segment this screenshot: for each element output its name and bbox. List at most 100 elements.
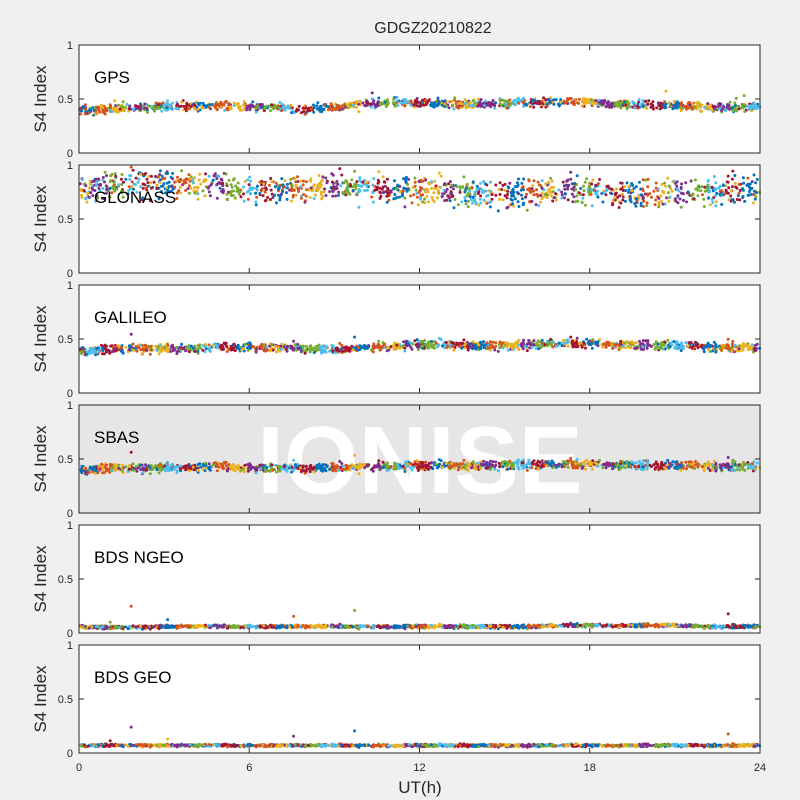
data-point bbox=[590, 339, 594, 343]
data-point bbox=[105, 174, 108, 178]
data-point bbox=[491, 460, 495, 464]
data-point bbox=[413, 460, 417, 464]
data-point bbox=[121, 195, 125, 199]
data-point bbox=[569, 456, 573, 460]
data-point bbox=[128, 174, 131, 178]
data-point bbox=[520, 345, 524, 349]
data-point bbox=[605, 101, 609, 105]
data-point bbox=[542, 195, 546, 199]
data-point bbox=[718, 192, 722, 196]
data-point bbox=[393, 341, 396, 345]
data-point bbox=[270, 103, 274, 107]
panel-label: GPS bbox=[94, 68, 130, 87]
data-point bbox=[540, 197, 544, 201]
data-point bbox=[396, 104, 400, 107]
data-point bbox=[590, 101, 594, 105]
data-point bbox=[647, 99, 651, 103]
data-point bbox=[245, 105, 249, 109]
data-point bbox=[201, 348, 205, 352]
data-point bbox=[444, 190, 448, 194]
data-point bbox=[741, 194, 745, 198]
data-point bbox=[88, 179, 92, 183]
data-point bbox=[102, 352, 106, 356]
data-point bbox=[646, 339, 650, 343]
data-point bbox=[239, 195, 243, 199]
data-point bbox=[279, 192, 283, 196]
data-point bbox=[229, 348, 233, 352]
data-point bbox=[494, 341, 498, 345]
data-point bbox=[530, 346, 534, 350]
data-point bbox=[544, 182, 548, 186]
data-point bbox=[420, 98, 424, 102]
data-point bbox=[746, 176, 750, 180]
data-point bbox=[525, 103, 528, 107]
data-point bbox=[427, 340, 431, 344]
data-point bbox=[103, 170, 107, 174]
data-point bbox=[427, 346, 430, 350]
data-point bbox=[615, 187, 619, 191]
data-point bbox=[753, 197, 757, 201]
data-point bbox=[335, 348, 339, 352]
data-point bbox=[582, 341, 586, 345]
data-point bbox=[525, 192, 528, 196]
data-point bbox=[575, 336, 579, 340]
data-point bbox=[676, 105, 680, 109]
data-point bbox=[380, 187, 384, 191]
data-point bbox=[351, 185, 355, 189]
data-point bbox=[204, 342, 208, 346]
data-point bbox=[158, 169, 162, 173]
data-point bbox=[94, 180, 98, 184]
data-point bbox=[560, 344, 564, 348]
data-point bbox=[309, 179, 313, 183]
data-point bbox=[294, 348, 298, 352]
data-point bbox=[619, 201, 623, 205]
data-point bbox=[312, 183, 316, 187]
data-point bbox=[512, 343, 516, 347]
data-point bbox=[80, 178, 84, 182]
data-point bbox=[354, 185, 358, 189]
data-point bbox=[471, 99, 475, 103]
data-point bbox=[175, 191, 179, 195]
data-point bbox=[583, 101, 587, 105]
data-point bbox=[432, 105, 436, 109]
data-point bbox=[484, 466, 488, 470]
data-point bbox=[192, 189, 196, 193]
data-point bbox=[193, 350, 197, 353]
data-point bbox=[741, 467, 745, 471]
data-point bbox=[666, 338, 670, 342]
data-point bbox=[476, 104, 480, 108]
data-point bbox=[275, 201, 278, 205]
data-point bbox=[520, 186, 524, 190]
data-point bbox=[395, 186, 399, 190]
data-point bbox=[513, 197, 517, 201]
data-point bbox=[485, 194, 488, 198]
data-point bbox=[323, 103, 327, 106]
data-point bbox=[699, 104, 702, 108]
data-point bbox=[334, 108, 338, 112]
data-point bbox=[741, 106, 745, 110]
data-point bbox=[187, 191, 191, 195]
data-point bbox=[464, 106, 468, 110]
data-point bbox=[371, 183, 375, 187]
data-point bbox=[560, 190, 564, 194]
data-point bbox=[720, 109, 724, 112]
data-point bbox=[506, 189, 510, 193]
data-point bbox=[331, 106, 335, 110]
data-point bbox=[657, 200, 661, 204]
y-tick-label: 0 bbox=[67, 388, 73, 400]
data-point bbox=[298, 179, 302, 183]
data-point bbox=[689, 460, 693, 464]
data-point bbox=[702, 197, 706, 201]
data-point bbox=[638, 339, 641, 343]
data-point bbox=[96, 196, 100, 200]
data-point bbox=[520, 193, 523, 197]
data-point bbox=[91, 180, 95, 183]
data-point bbox=[735, 109, 739, 113]
data-point bbox=[134, 176, 138, 180]
data-point bbox=[570, 182, 574, 186]
data-point bbox=[145, 177, 149, 181]
data-point bbox=[105, 344, 108, 348]
data-point bbox=[673, 106, 677, 110]
data-point bbox=[349, 184, 353, 188]
data-point bbox=[351, 189, 355, 192]
